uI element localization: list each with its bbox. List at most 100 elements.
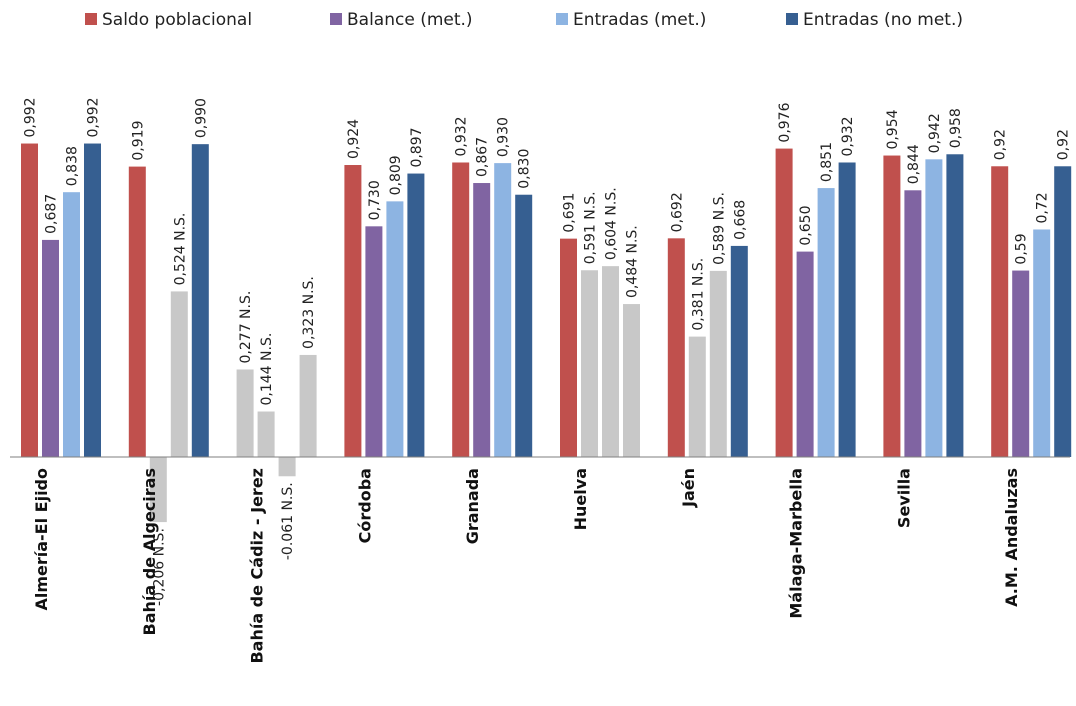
bar [63, 192, 80, 457]
data-label: 0,668 [732, 200, 748, 240]
data-label: 0,924 [346, 119, 362, 159]
bar [775, 148, 793, 458]
legend-entry: Balance (met.) [347, 10, 473, 30]
legend-swatch [85, 13, 97, 25]
data-label: 0,932 [840, 116, 856, 156]
category-label: A.M. Andaluzas [1002, 468, 1021, 607]
category-label: Almería-El Ejido [32, 468, 51, 611]
bar [1033, 229, 1051, 457]
bar [796, 251, 814, 457]
data-label: 0,809 [388, 155, 404, 195]
bar [515, 194, 533, 457]
data-label: 0,687 [44, 194, 60, 234]
data-label: 0,92 [993, 129, 1009, 160]
data-label: 0,604 N.S. [604, 187, 620, 260]
bar [494, 163, 512, 457]
bar [407, 173, 425, 457]
data-label: 0,277 N.S. [238, 291, 254, 364]
data-label: 0,954 [885, 109, 901, 149]
data-label: 0,932 [454, 116, 470, 156]
data-label: 0,919 [130, 121, 146, 161]
bar [191, 144, 209, 457]
bar [688, 336, 706, 457]
data-label: 0,942 [927, 113, 943, 153]
legend-swatch [786, 13, 798, 25]
category-label: Sevilla [894, 468, 913, 528]
bar [1054, 166, 1072, 457]
bar [365, 226, 383, 457]
category-label: Bahía de Algeciras [140, 468, 159, 635]
data-label: 0,930 [496, 117, 512, 157]
category-label: Bahía de Cádiz - Jerez [248, 468, 267, 664]
data-label: 0,992 [23, 97, 39, 137]
legend-swatch [330, 13, 342, 25]
bar [991, 166, 1009, 457]
bar [257, 411, 275, 457]
data-label: 0,867 [475, 137, 491, 177]
bar [299, 354, 317, 457]
legend: Saldo poblacional Balance (met.) Entradas … [85, 10, 963, 30]
bar [817, 188, 835, 458]
data-label: 0,650 [798, 206, 814, 246]
bar [344, 165, 362, 458]
data-label: -0.061 N.S. [280, 482, 296, 560]
bar [1012, 270, 1030, 457]
bar [170, 291, 188, 457]
legend-entry: Entradas (no met.) [803, 10, 963, 30]
bar [236, 369, 254, 457]
data-label: 0,897 [409, 127, 425, 167]
category-label: Granada [463, 468, 482, 544]
bar [709, 270, 727, 457]
bar [128, 166, 146, 457]
data-label: 0,691 [562, 193, 578, 233]
data-label: -0,206 N.S. [151, 528, 167, 606]
data-label: 0,59 [1014, 233, 1030, 264]
category-labels: Almería-El Ejido Bahía de Algeciras Bahía … [32, 468, 1021, 664]
bars [21, 143, 1072, 523]
data-label: 0,830 [517, 149, 533, 189]
bar [473, 183, 491, 457]
data-label: 0,838 [65, 146, 81, 186]
category-label: Jaén [679, 468, 698, 508]
value-labels: 0,992 0,687 0,838 0,992 0,919 -0,206 N.S. 0,52… [23, 97, 1072, 606]
data-label: 0,144 N.S. [259, 333, 275, 406]
data-label: 0,990 [193, 98, 209, 138]
bar [21, 143, 38, 457]
bar [667, 238, 685, 457]
bar [149, 457, 167, 523]
bar [84, 143, 101, 457]
bar [838, 162, 856, 457]
bar [386, 201, 404, 457]
data-label: 0,591 N.S. [583, 191, 599, 264]
data-label: 0,484 N.S. [625, 225, 641, 298]
data-label: 0,692 [669, 192, 685, 232]
bar [946, 154, 964, 457]
data-label: 0,72 [1035, 192, 1051, 223]
data-label: 0,958 [948, 108, 964, 148]
bar [581, 270, 598, 457]
legend-entry: Entradas (met.) [573, 10, 706, 30]
data-label: 0,730 [367, 180, 383, 220]
bar [623, 304, 640, 457]
data-label: 0,92 [1056, 129, 1072, 160]
data-label: 0,992 [86, 97, 102, 137]
bar [602, 266, 619, 457]
bar [904, 190, 922, 457]
category-label: Córdoba [355, 468, 374, 543]
bar [560, 238, 577, 457]
legend-entry: Saldo poblacional [102, 10, 252, 30]
data-label: 0,589 N.S. [711, 192, 727, 265]
data-label: 0,851 [819, 142, 835, 182]
bar [925, 159, 943, 457]
data-label: 0,381 N.S. [690, 258, 706, 331]
bar [42, 239, 59, 457]
legend-swatch [556, 13, 568, 25]
data-label: 0,524 N.S. [172, 213, 188, 286]
bar [730, 245, 748, 457]
bar [452, 162, 470, 457]
bar [278, 457, 296, 477]
data-label: 0,976 [777, 102, 793, 142]
category-label: Málaga-Marbella [787, 468, 806, 619]
category-label: Huelva [571, 468, 590, 530]
